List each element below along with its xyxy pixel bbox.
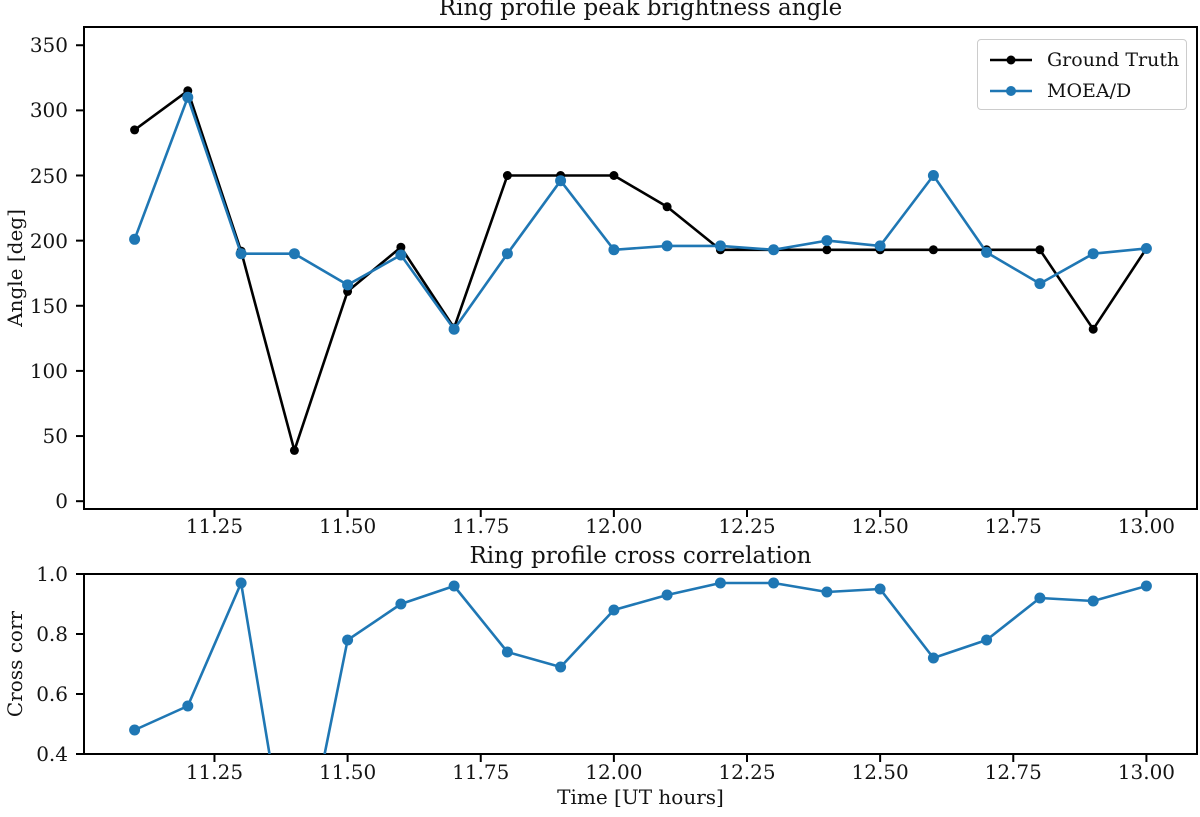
ground-truth-data-point — [130, 125, 140, 135]
x-tick-label: 11.25 — [185, 760, 244, 784]
y-tick-label: 0.6 — [36, 682, 68, 706]
ground-truth-data-point — [609, 171, 619, 180]
bottom-chart-title: Ring profile cross correlation — [469, 543, 812, 569]
x-tick-label: 12.25 — [718, 514, 776, 538]
moea-d-data-point — [608, 244, 620, 256]
plot-border — [83, 26, 1198, 510]
ground-truth-data-point — [502, 171, 512, 180]
ground-truth-data-point — [822, 245, 832, 255]
moea-d-data-point — [395, 249, 407, 261]
x-tick-label: 12.50 — [851, 514, 909, 538]
moea-d-data-point — [1034, 592, 1046, 604]
moea-d-data-point — [821, 586, 833, 598]
moea-d-data-point — [501, 646, 513, 658]
legend-item-moea-d: MOEA/D — [988, 75, 1186, 106]
x-tick-label: 11.25 — [185, 514, 244, 538]
legend-label-moea-d: MOEA/D — [1047, 79, 1132, 102]
moea-d-data-point — [768, 244, 780, 256]
ground-truth-data-point — [662, 202, 672, 212]
x-tick-label: 13.00 — [1117, 760, 1176, 784]
y-tick-label: 200 — [29, 228, 68, 253]
moea-d-data-point — [714, 240, 726, 252]
top-chart-title: Ring profile peak brightness angle — [438, 0, 843, 21]
x-tick-label: 12.75 — [984, 514, 1042, 538]
moea-d-data-point — [874, 583, 886, 595]
moea-d-data-point — [821, 235, 833, 247]
x-tick-label: 12.25 — [718, 760, 776, 784]
legend-item-ground-truth: Ground Truth — [988, 44, 1186, 75]
y-tick-label: 1.0 — [36, 562, 68, 586]
moea-d-data-point — [342, 634, 354, 646]
y-tick-label: 0.4 — [36, 742, 68, 766]
y-tick-label: 100 — [29, 358, 68, 383]
moea-d-data-point — [395, 598, 407, 610]
moea-d-data-point — [927, 652, 939, 664]
ground-truth-data-point — [928, 245, 938, 255]
ground-truth-data-point — [1035, 245, 1045, 255]
moea-d-data-point — [768, 577, 780, 589]
moea-d-data-point — [342, 279, 354, 291]
plot-border — [83, 573, 1198, 755]
y-tick-label: 250 — [29, 163, 68, 188]
x-tick-label: 11.50 — [318, 760, 377, 784]
x-tick-label: 11.75 — [452, 514, 510, 538]
moea-d-data-point — [661, 589, 673, 601]
x-tick-label: 12.75 — [984, 760, 1042, 784]
x-tick-label: 11.50 — [318, 514, 377, 538]
moea-d-data-point — [501, 248, 513, 260]
moea-d-data-point — [661, 240, 673, 252]
moea-d-data-point — [927, 170, 939, 181]
moea-d-data-point — [288, 248, 300, 260]
legend-label-ground-truth: Ground Truth — [1047, 48, 1180, 71]
ground-truth-data-point — [289, 445, 299, 455]
moea-d-data-point — [608, 604, 620, 616]
x-tick-label: 12.00 — [585, 514, 643, 538]
moea-d-data-point — [981, 246, 993, 258]
y-tick-label: 0 — [55, 489, 68, 514]
y-tick-label: 0.8 — [36, 622, 68, 646]
moea-d-data-point — [981, 634, 993, 646]
moea-d-data-point — [182, 700, 194, 712]
moea-d-data-point — [448, 580, 460, 592]
moea-d-data-point — [714, 577, 726, 589]
moea-d-data-point — [874, 240, 886, 252]
ground-truth-line-sample — [990, 55, 1032, 64]
moea-d-data-point — [182, 91, 194, 103]
moea-d-data-point — [129, 724, 141, 736]
y-tick-label: 350 — [29, 33, 68, 58]
moea-d-data-point — [1140, 243, 1152, 254]
moea-d-data-point — [1087, 595, 1099, 607]
legend: Ground Truth MOEA/D — [977, 39, 1187, 110]
y-tick-label: 300 — [29, 98, 68, 123]
moea-d-line — [133, 581, 1148, 754]
x-axis-label: Time [UT hours] — [557, 785, 724, 809]
ground-truth-line — [133, 89, 1148, 452]
moea-d-data-point — [448, 323, 460, 335]
moea-d-data-point — [129, 233, 141, 245]
y-tick-label: 150 — [29, 293, 68, 318]
moea-d-line-sample — [990, 85, 1032, 96]
moea-d-data-point — [555, 661, 567, 673]
ground-truth-data-point — [396, 242, 406, 252]
moea-d-data-point — [1034, 278, 1046, 290]
moea-d-data-point — [235, 577, 247, 589]
x-tick-label: 12.00 — [585, 760, 643, 784]
moea-d-data-point — [1140, 580, 1152, 592]
moea-d-data-point — [555, 175, 567, 187]
ground-truth-data-point — [1088, 324, 1098, 334]
x-tick-label: 12.50 — [851, 760, 909, 784]
moea-d-data-point — [1087, 248, 1099, 260]
y-tick-label: 50 — [42, 424, 68, 449]
x-tick-label: 13.00 — [1117, 514, 1176, 538]
moea-d-line — [133, 96, 1148, 331]
moea-d-data-point — [235, 248, 247, 260]
x-tick-label: 11.75 — [452, 760, 510, 784]
